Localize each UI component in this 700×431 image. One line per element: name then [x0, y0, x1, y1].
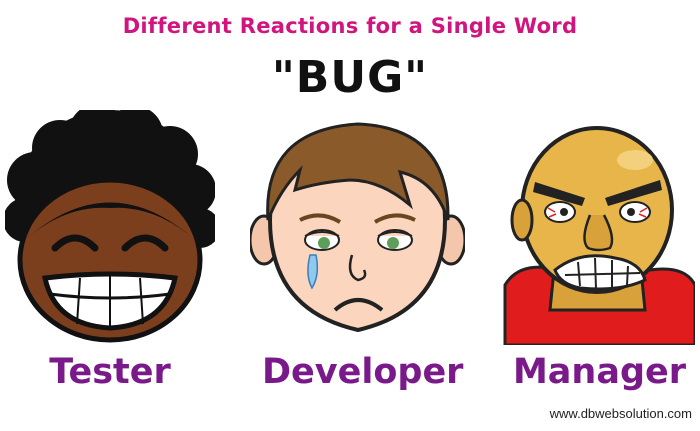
headline: "BUG"	[271, 52, 429, 103]
tester-laughing-face-illustration	[5, 110, 215, 345]
role-label-manager: Manager	[512, 352, 687, 392]
role-label-tester: Tester	[49, 352, 171, 392]
manager-angry-face-illustration	[500, 110, 695, 345]
website-credit: www.dbwebsolution.com	[549, 406, 692, 421]
developer-crying-face-illustration	[250, 110, 465, 345]
role-label-developer: Developer	[262, 352, 464, 392]
subtitle: Different Reactions for a Single Word	[122, 14, 578, 38]
